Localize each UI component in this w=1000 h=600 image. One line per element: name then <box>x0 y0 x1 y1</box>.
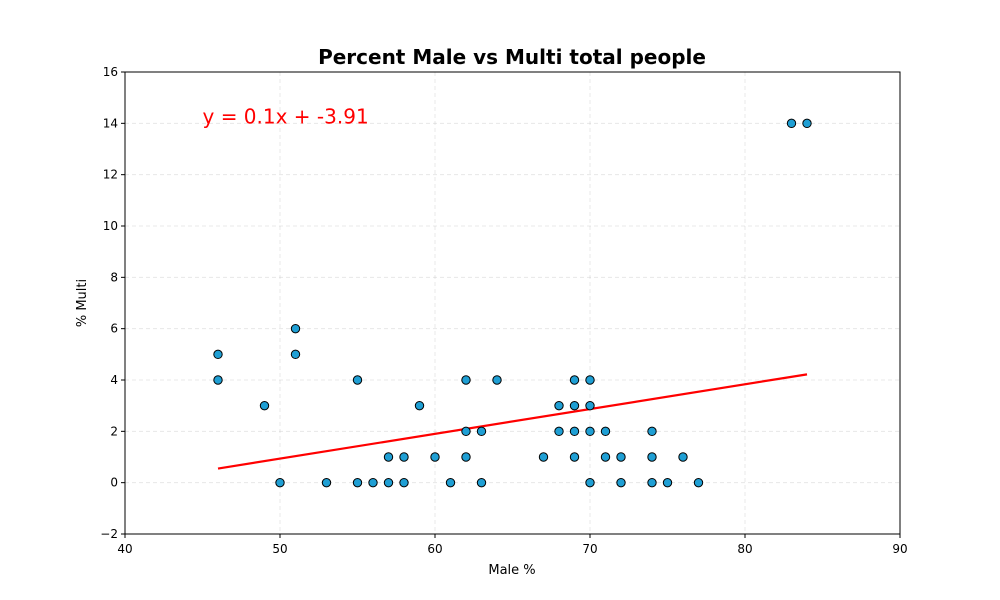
scatter-point <box>616 477 626 488</box>
chart-title: Percent Male vs Multi total people <box>318 45 706 69</box>
x-tick-label: 50 <box>272 542 287 556</box>
scatter-point <box>647 452 657 462</box>
scatter-point <box>399 452 409 462</box>
scatter-point <box>554 426 564 437</box>
scatter-point <box>352 477 363 488</box>
scatter-point <box>461 452 471 462</box>
scatter-point <box>383 477 394 488</box>
x-axis: 40 50 60 70 80 90 <box>117 534 908 556</box>
y-tick-label: 6 <box>110 322 118 336</box>
scatter-point <box>600 452 611 462</box>
scatter-point <box>414 400 425 411</box>
scatter-point <box>662 477 673 488</box>
scatter-point <box>352 375 363 385</box>
scatter-point <box>476 426 487 437</box>
scatter-point <box>476 477 487 488</box>
x-axis-label: Male % <box>488 563 535 578</box>
regression-layer <box>217 373 808 470</box>
scatter-point <box>554 400 564 411</box>
scatter-point <box>585 426 595 437</box>
y-tick-label: 14 <box>103 116 118 130</box>
y-tick-label: 12 <box>103 168 118 182</box>
scatter-point <box>213 349 223 360</box>
y-tick-label: −2 <box>100 527 118 541</box>
regression-equation-label: y = 0.1x + -3.91 <box>203 104 369 128</box>
scatter-point <box>368 477 378 488</box>
scatter-point <box>585 400 595 411</box>
scatter-point <box>647 426 657 437</box>
scatter-point <box>569 400 580 411</box>
points-layer <box>213 118 812 488</box>
scatter-point <box>585 375 595 385</box>
scatter-point <box>569 452 580 462</box>
scatter-point <box>275 477 285 488</box>
scatter-point <box>802 118 812 129</box>
y-tick-label: 4 <box>110 373 118 387</box>
x-tick-label: 90 <box>892 542 907 556</box>
y-axis-label: % Multi <box>75 279 90 327</box>
scatter-point <box>678 452 688 462</box>
scatter-point <box>616 452 626 462</box>
scatter-point <box>430 452 440 462</box>
scatter-point <box>600 426 611 437</box>
y-tick-label: 10 <box>103 219 118 233</box>
scatter-point <box>461 426 471 437</box>
y-tick-label: 2 <box>110 424 118 438</box>
plot-frame <box>124 71 901 535</box>
scatter-point <box>585 477 595 488</box>
scatter-point <box>383 452 394 462</box>
scatter-point <box>538 452 549 462</box>
y-tick-label: 8 <box>110 270 118 284</box>
scatter-point <box>445 477 456 488</box>
regression-line <box>217 373 808 470</box>
scatter-point <box>461 375 471 385</box>
scatter-point <box>786 118 797 129</box>
scatter-point <box>693 477 704 488</box>
x-tick-label: 70 <box>582 542 597 556</box>
y-axis: −2 0 2 4 6 8 10 12 14 16 <box>100 65 125 541</box>
scatter-point <box>321 477 332 488</box>
y-tick-label: 0 <box>110 476 118 490</box>
scatter-point <box>492 375 502 385</box>
x-tick-label: 60 <box>427 542 442 556</box>
scatter-point <box>399 477 409 488</box>
scatter-point <box>569 375 580 385</box>
scatter-point <box>290 323 301 334</box>
y-tick-label: 16 <box>103 65 118 79</box>
scatter-point <box>647 477 657 488</box>
scatter-point <box>569 426 580 437</box>
x-tick-label: 80 <box>737 542 752 556</box>
scatter-point <box>290 349 301 360</box>
scatter-point <box>213 375 223 385</box>
scatter-point <box>259 400 270 411</box>
x-tick-label: 40 <box>117 542 132 556</box>
